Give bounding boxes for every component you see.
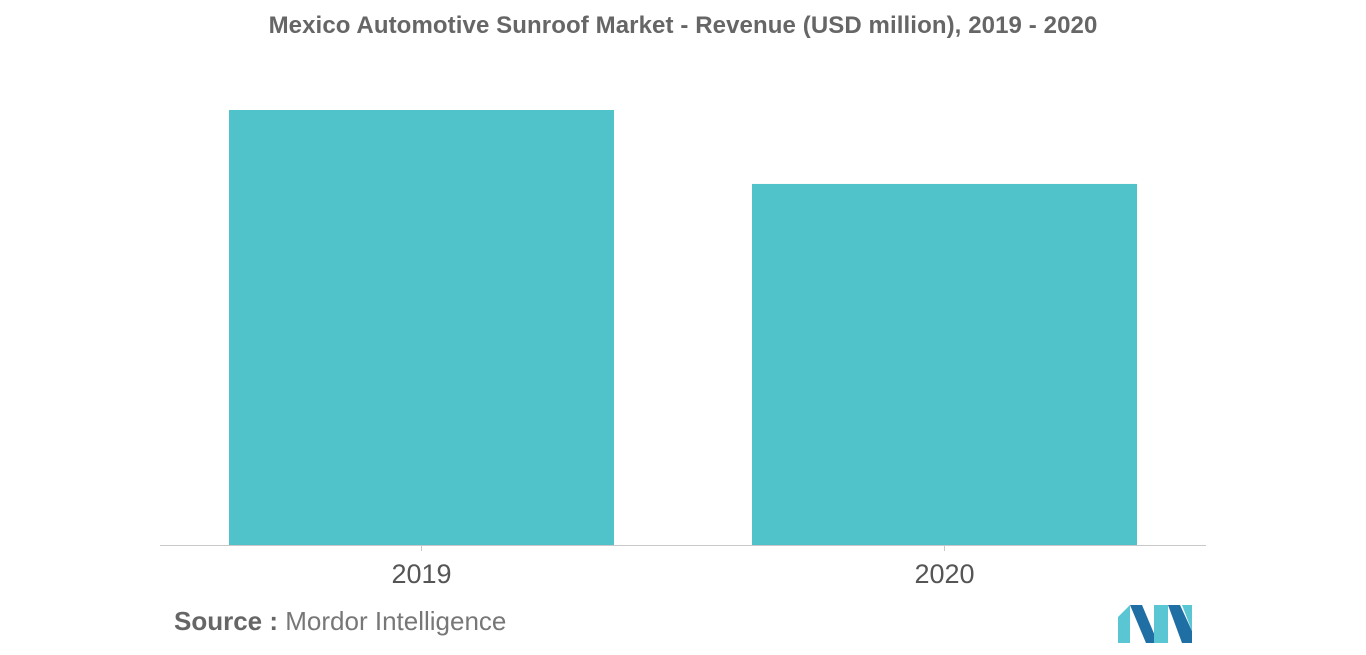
source-value: Mordor Intelligence <box>285 606 507 636</box>
source-note: Source : Mordor Intelligence <box>174 606 506 637</box>
bar-2020 <box>752 183 1137 545</box>
bars-group <box>229 110 1137 545</box>
x-axis-ticks <box>421 545 945 551</box>
chart-title: Mexico Automotive Sunroof Market - Reven… <box>268 12 1098 39</box>
x-axis-tick-labels: 2019 2020 <box>391 559 974 589</box>
x-tick-label-2019: 2019 <box>391 559 451 589</box>
mordor-intelligence-logo-icon <box>1118 605 1192 643</box>
x-tick-label-2020: 2020 <box>914 559 974 589</box>
bar-2019 <box>229 110 614 545</box>
source-label: Source : <box>174 606 279 636</box>
